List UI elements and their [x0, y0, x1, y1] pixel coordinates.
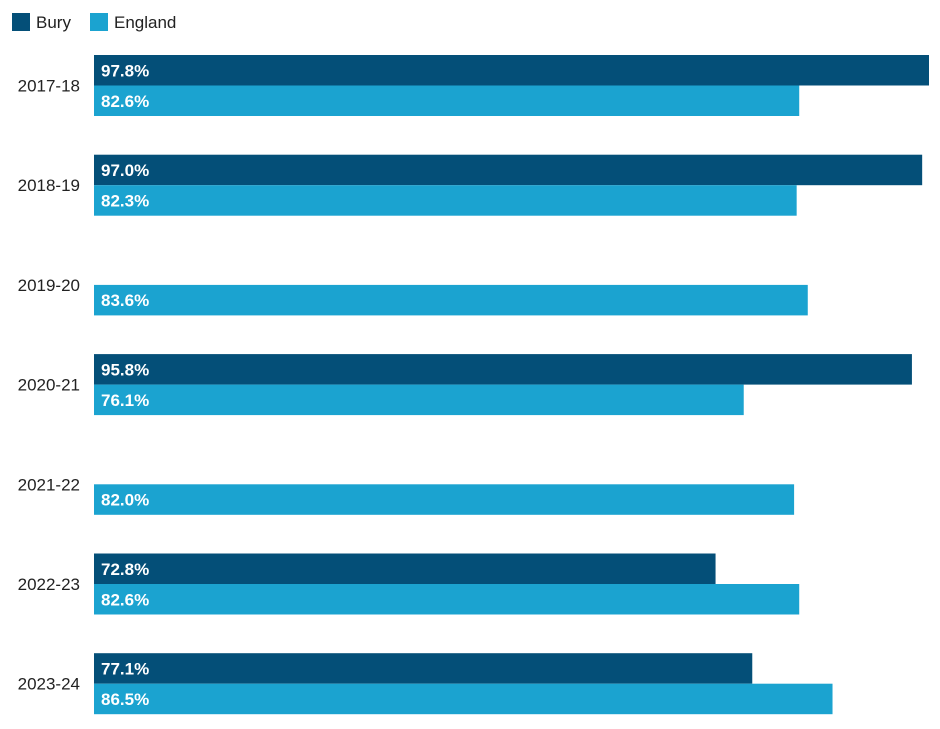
legend-swatch-bury — [12, 13, 30, 31]
category-label: 2018-19 — [18, 176, 80, 195]
category-label: 2023-24 — [18, 675, 80, 694]
bar-value-label: 82.6% — [101, 590, 149, 609]
category-label: 2021-22 — [18, 475, 80, 494]
bar-value-label: 77.1% — [101, 659, 149, 678]
bar-england — [94, 484, 795, 515]
bar-bury — [94, 553, 716, 584]
bar-value-label: 97.8% — [101, 61, 149, 80]
bar-england — [94, 85, 800, 116]
bar-bury — [94, 154, 923, 186]
bar-value-label: 83.6% — [101, 291, 149, 310]
bar-value-label: 76.1% — [101, 391, 149, 410]
bar-england — [94, 284, 808, 316]
bars: 97.8% 82.6% 97.0% 82.3% 83.6% 95.8% 76.1% 82.0%… — [94, 55, 929, 715]
bar-value-label: 82.0% — [101, 491, 149, 510]
bar-value-label: 82.6% — [101, 92, 149, 111]
bar-bury — [94, 55, 929, 86]
bar-bury — [94, 653, 753, 684]
category-label: 2019-20 — [18, 276, 80, 295]
legend-swatch-england — [90, 13, 108, 31]
bar-england — [94, 683, 833, 715]
bar-value-label: 72.8% — [101, 560, 149, 579]
bar-value-label: 82.3% — [101, 191, 149, 210]
category-axis: 2017-18 2018-19 2019-20 2020-21 2021-22 2022-… — [18, 77, 80, 694]
bar-value-label: 97.0% — [101, 161, 149, 180]
category-label: 2022-23 — [18, 575, 80, 594]
bar-value-label: 86.5% — [101, 690, 149, 709]
bar-bury — [94, 354, 912, 385]
legend-label-england: England — [114, 13, 176, 32]
category-label: 2017-18 — [18, 77, 80, 96]
bar-england — [94, 384, 744, 416]
bar-england — [94, 185, 797, 216]
bar-england — [94, 584, 800, 615]
legend: Bury England — [12, 13, 176, 32]
category-label: 2020-21 — [18, 376, 80, 395]
bar-value-label: 95.8% — [101, 360, 149, 379]
legend-label-bury: Bury — [36, 13, 71, 32]
